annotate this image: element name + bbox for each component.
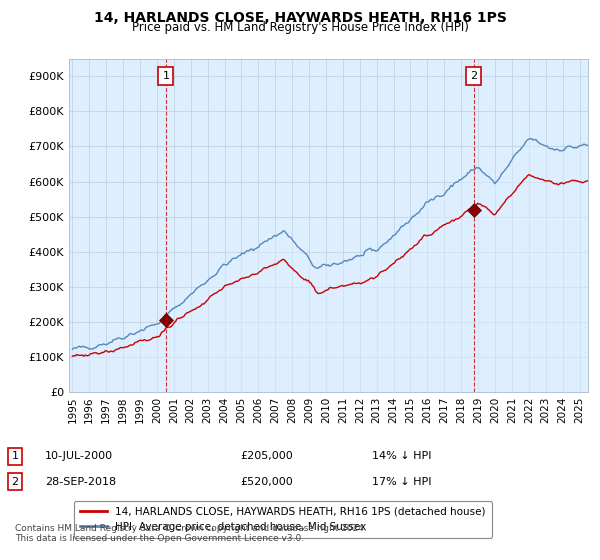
Text: 1: 1: [11, 451, 19, 461]
Text: 14, HARLANDS CLOSE, HAYWARDS HEATH, RH16 1PS: 14, HARLANDS CLOSE, HAYWARDS HEATH, RH16…: [94, 11, 506, 25]
Text: Price paid vs. HM Land Registry's House Price Index (HPI): Price paid vs. HM Land Registry's House …: [131, 21, 469, 34]
Legend: 14, HARLANDS CLOSE, HAYWARDS HEATH, RH16 1PS (detached house), HPI: Average pric: 14, HARLANDS CLOSE, HAYWARDS HEATH, RH16…: [74, 501, 491, 538]
Text: 1: 1: [163, 71, 169, 81]
Text: £520,000: £520,000: [240, 477, 293, 487]
Text: 17% ↓ HPI: 17% ↓ HPI: [372, 477, 431, 487]
Text: 28-SEP-2018: 28-SEP-2018: [45, 477, 116, 487]
Text: 14% ↓ HPI: 14% ↓ HPI: [372, 451, 431, 461]
Text: 2: 2: [470, 71, 478, 81]
Text: 10-JUL-2000: 10-JUL-2000: [45, 451, 113, 461]
Text: £205,000: £205,000: [240, 451, 293, 461]
Text: 2: 2: [11, 477, 19, 487]
Text: Contains HM Land Registry data © Crown copyright and database right 2024.
This d: Contains HM Land Registry data © Crown c…: [15, 524, 367, 543]
